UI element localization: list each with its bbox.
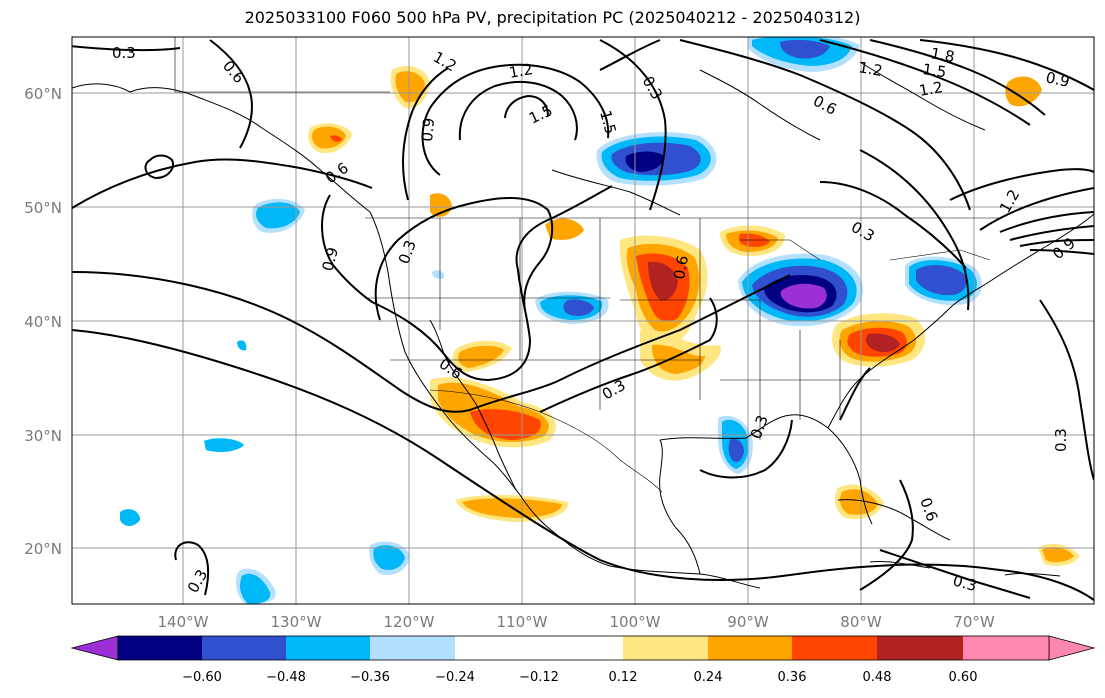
colorbar-segment bbox=[539, 636, 623, 660]
contour-label: 0.3 bbox=[848, 218, 878, 246]
colorbar-segment bbox=[370, 636, 455, 660]
colorbar-tick: 0.12 bbox=[609, 670, 638, 685]
colorbar-tick: −0.24 bbox=[435, 670, 475, 685]
colorbar-tick: −0.48 bbox=[266, 670, 306, 685]
latitude-labels: 60°N 50°N 40°N 30°N 20°N bbox=[24, 85, 62, 558]
colorbar-tick-labels: −0.60 −0.48 −0.36 −0.24 −0.12 0.12 0.24 … bbox=[182, 670, 977, 685]
contour-label: 0.9 bbox=[1044, 68, 1071, 91]
contour-label: 1.2 bbox=[857, 58, 884, 80]
lon-label: 90°W bbox=[727, 613, 769, 631]
colorbar-tick: −0.36 bbox=[350, 670, 390, 685]
colorbar-segment bbox=[202, 636, 286, 660]
lat-label: 50°N bbox=[24, 199, 62, 217]
colorbar-segment bbox=[286, 636, 370, 660]
contour-label: 1.5 bbox=[526, 101, 555, 127]
contour-label: 0.3 bbox=[599, 376, 629, 404]
graticule bbox=[72, 37, 1094, 604]
contour-label: 0.6 bbox=[670, 254, 692, 281]
colorbar-outline bbox=[117, 635, 1050, 661]
map-frame bbox=[71, 36, 1095, 605]
contour-label: 1.2 bbox=[508, 60, 535, 82]
contour-label: 1.5 bbox=[921, 60, 947, 81]
contour-label: 0.6 bbox=[916, 495, 941, 524]
lon-label: 120°W bbox=[384, 613, 435, 631]
lat-label: 20°N bbox=[24, 540, 62, 558]
colorbar-segment bbox=[455, 636, 539, 660]
political-borders bbox=[174, 37, 1000, 493]
lon-label: 130°W bbox=[271, 613, 322, 631]
pv-contours bbox=[72, 39, 1094, 601]
colorbar-tick: 0.36 bbox=[778, 670, 807, 685]
contour-label: 0.3 bbox=[1052, 428, 1070, 452]
lon-label: 70°W bbox=[953, 613, 995, 631]
colorbar-segment bbox=[877, 636, 963, 660]
colorbar-segment bbox=[623, 636, 708, 660]
contour-label: 0.9 bbox=[1049, 234, 1079, 263]
colorbar-tick: 0.24 bbox=[694, 670, 723, 685]
coastlines bbox=[72, 61, 1094, 589]
colorbar-left-extension bbox=[70, 635, 119, 661]
map-title: 2025033100 F060 500 hPa PV, precipitatio… bbox=[244, 8, 861, 27]
lat-label: 60°N bbox=[24, 85, 62, 103]
colorbar-tick: −0.12 bbox=[519, 670, 559, 685]
contour-label: 0.3 bbox=[639, 73, 667, 103]
lon-label: 140°W bbox=[158, 613, 209, 631]
contour-label: 0.3 bbox=[112, 44, 136, 62]
contour-label: 1.2 bbox=[430, 48, 460, 76]
contour-label: 0.9 bbox=[318, 245, 342, 273]
colorbar-tick: 0.48 bbox=[863, 670, 892, 685]
colorbar-tick: −0.60 bbox=[182, 670, 222, 685]
colorbar-segment bbox=[708, 636, 792, 660]
colorbar-segment bbox=[118, 636, 202, 660]
colorbar-right-extension bbox=[1048, 635, 1096, 661]
contour-label: 1.8 bbox=[929, 44, 956, 66]
contour-label: 0.6 bbox=[810, 92, 840, 119]
longitude-labels: 140°W 130°W 120°W 110°W 100°W 90°W 80°W … bbox=[158, 613, 995, 631]
colorbar-tick: 0.60 bbox=[949, 670, 978, 685]
contour-label: 0.9 bbox=[418, 117, 438, 142]
lon-label: 80°W bbox=[840, 613, 882, 631]
colorbar-segment bbox=[792, 636, 877, 660]
contour-label: 0.6 bbox=[219, 57, 248, 87]
colorbar bbox=[70, 635, 1096, 661]
colorbar-segment bbox=[963, 636, 1049, 660]
lon-label: 110°W bbox=[497, 613, 548, 631]
contour-label: 0.3 bbox=[951, 571, 979, 595]
contour-label: 0.3 bbox=[395, 238, 420, 267]
contour-label: 0.3 bbox=[184, 566, 212, 596]
contour-label: 0.3 bbox=[747, 413, 772, 442]
lat-label: 30°N bbox=[24, 427, 62, 445]
contour-label: 0.6 bbox=[322, 159, 352, 187]
lat-label: 40°N bbox=[24, 313, 62, 331]
contour-label: 1.5 bbox=[596, 108, 620, 136]
contour-label: 1.2 bbox=[918, 78, 945, 100]
lon-label: 100°W bbox=[610, 613, 661, 631]
contour-label: 1.2 bbox=[996, 186, 1024, 216]
